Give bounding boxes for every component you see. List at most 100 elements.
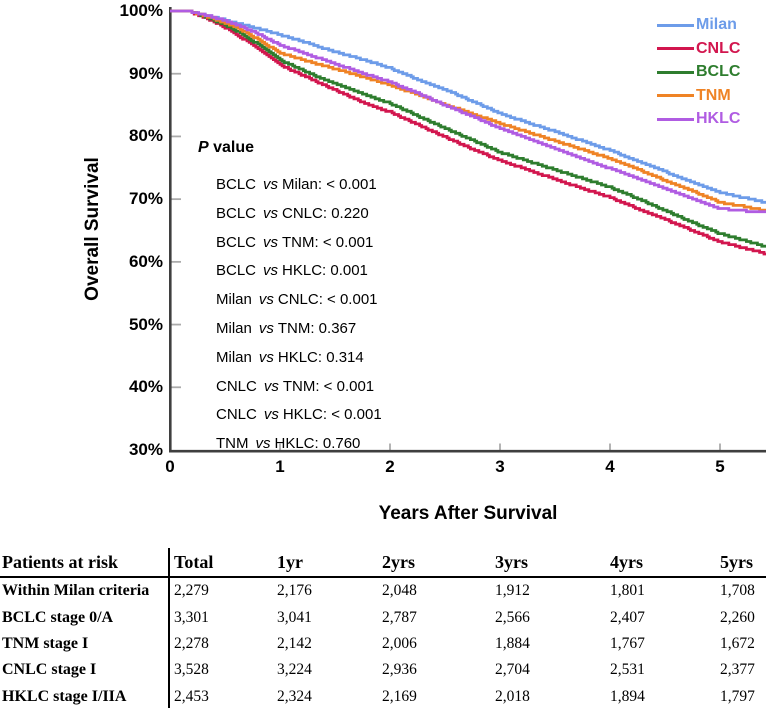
table-value-cell: 1,797 <box>720 687 755 705</box>
p-entry-right: HKLC: 0.760 <box>274 435 361 453</box>
p-title-rest: value <box>208 139 255 156</box>
legend-item-milan: Milan <box>657 16 740 34</box>
p-value-entry-list: BCLC vs Milan: < 0.001 BCLC vs CNLC: 0.220 BCL… <box>198 171 382 459</box>
p-entry-left: CNLC <box>216 377 257 395</box>
table-row: CNLC stage I 3,528 3,224 2,936 2,704 2,531 2,3… <box>0 657 766 683</box>
p-entry-vs: vs <box>263 204 279 222</box>
table-vertical-divider <box>168 548 170 708</box>
p-title-italic: P <box>198 139 209 156</box>
legend-item-tnm: TNM <box>657 87 740 105</box>
y-tick-label: 70% <box>128 189 163 209</box>
legend-item-bclc: BCLC <box>657 63 740 81</box>
survival-curve-hklc <box>170 9 766 214</box>
table-value-cell: 3,041 <box>277 608 312 626</box>
p-entry-right: HKLC: < 0.001 <box>282 406 382 424</box>
p-value-entry: CNLC vs HKLC: < 0.001 <box>198 401 382 430</box>
patients-at-risk-table: Patients at risk Total 1yr 2yrs 3yrs 4yrs 5yrs… <box>0 548 766 709</box>
legend-line-swatch <box>657 94 694 97</box>
legend-label: Milan <box>696 16 737 33</box>
p-value-annotations: P value BCLC vs Milan: < 0.001 BCLC vs CNLC: … <box>198 139 382 459</box>
table-value-cell: 3,528 <box>174 661 209 679</box>
y-axis-title: Overall Survival <box>82 157 103 301</box>
legend-label: HKLC <box>696 110 741 127</box>
table-header-row: Patients at risk Total 1yr 2yrs 3yrs 4yrs 5yrs <box>0 548 766 578</box>
table-value-cell: 1,884 <box>495 634 530 652</box>
table-row: TNM stage I 2,278 2,142 2,006 1,884 1,767 1,67… <box>0 631 766 657</box>
table-value-cell: 3,224 <box>277 661 312 679</box>
p-entry-vs: vs <box>258 319 274 337</box>
p-entry-vs: vs <box>263 233 279 251</box>
table-value-cell: 2,407 <box>610 608 645 626</box>
p-value-entry: BCLC vs Milan: < 0.001 <box>198 171 382 200</box>
legend-line-swatch <box>657 47 694 50</box>
p-entry-vs: vs <box>258 291 274 309</box>
p-entry-left: CNLC <box>216 406 257 424</box>
table-value-cell: 1,912 <box>495 582 530 600</box>
p-entry-right: CNLC: < 0.001 <box>277 291 378 309</box>
p-entry-vs: vs <box>255 435 271 453</box>
y-tick-label: 50% <box>128 314 163 334</box>
p-value-entry: Milan vs TNM: 0.367 <box>198 315 382 344</box>
table-value-cell: 2,787 <box>382 608 417 626</box>
table-value-cell: 2,260 <box>720 608 755 626</box>
table-value-cell: 2,006 <box>382 634 417 652</box>
legend-line-swatch <box>657 117 694 121</box>
legend-item-cnlc: CNLC <box>657 40 740 58</box>
p-entry-vs: vs <box>263 406 279 424</box>
table-row: Within Milan criteria 2,279 2,176 2,048 1,91… <box>0 578 766 604</box>
p-entry-right: Milan: < 0.001 <box>282 176 377 193</box>
p-value-entry: Milan vs CNLC: < 0.001 <box>198 286 382 315</box>
p-value-title: P value <box>198 139 382 163</box>
x-tick-label: 2 <box>385 457 395 476</box>
table-header-cell: 2yrs <box>382 551 415 572</box>
table-value-cell: 1,801 <box>610 582 645 600</box>
legend-label: CNLC <box>696 39 741 57</box>
survival-chart: Overall Survival Years After Survival 10… <box>82 1 766 524</box>
p-value-entry: TNM vs HKLC: 0.760 <box>198 430 382 459</box>
y-tick-label: 100% <box>119 1 163 20</box>
table-header-cell: 4yrs <box>610 551 643 572</box>
survival-curve-tnm <box>170 9 766 212</box>
y-tick-label: 80% <box>128 126 163 146</box>
p-value-entry: BCLC vs TNM: < 0.001 <box>198 229 382 258</box>
table-value-cell: 1,894 <box>610 687 645 705</box>
table-value-cell: 2,169 <box>382 687 417 705</box>
p-entry-left: BCLC <box>216 204 257 222</box>
table-header-label: Patients at risk <box>2 551 118 572</box>
x-tick-label: 1 <box>275 457 285 476</box>
p-entry-right: TNM: < 0.001 <box>282 233 374 251</box>
table-value-cell: 2,324 <box>277 687 312 705</box>
table-header-cell: Total <box>174 551 214 572</box>
x-tick-label: 5 <box>715 457 725 476</box>
table-value-cell: 2,142 <box>277 634 312 652</box>
row-label: TNM stage I <box>2 634 89 652</box>
x-tick-label: 0 <box>165 457 175 476</box>
p-entry-left: BCLC <box>216 176 257 193</box>
x-tick-label: 3 <box>495 457 505 476</box>
p-entry-left: Milan <box>216 348 252 366</box>
table-value-cell: 3,301 <box>174 608 209 626</box>
row-label: BCLC stage 0/A <box>2 608 114 626</box>
legend-line-swatch <box>657 23 694 27</box>
y-tick-label: 90% <box>128 63 163 83</box>
table-value-cell: 2,048 <box>382 582 417 600</box>
p-value-entry: BCLC vs CNLC: 0.220 <box>198 200 382 229</box>
y-tick-label: 30% <box>128 439 163 459</box>
table-row: HKLC stage I/IIA 2,453 2,324 2,169 2,018 1,89… <box>0 684 766 709</box>
plot-canvas <box>169 7 766 453</box>
legend-label: BCLC <box>696 63 741 80</box>
table-row: BCLC stage 0/A 3,301 3,041 2,787 2,566 2,407 2… <box>0 604 766 630</box>
table-value-cell: 2,453 <box>174 687 209 705</box>
table-value-cell: 2,704 <box>495 661 530 679</box>
table-value-cell: 2,377 <box>720 661 755 679</box>
p-entry-vs: vs <box>263 262 279 280</box>
p-entry-left: Milan <box>216 291 252 309</box>
p-value-entry: Milan vs HKLC: 0.314 <box>198 344 382 373</box>
legend: Milan CNLC BCLC TNM HKLC <box>657 16 740 128</box>
x-tick-label: 4 <box>605 457 615 476</box>
p-entry-left: TNM <box>216 435 249 453</box>
table-value-cell: 2,936 <box>382 661 417 679</box>
p-entry-right: HKLC: 0.314 <box>277 348 364 366</box>
table-value-cell: 2,176 <box>277 582 312 600</box>
